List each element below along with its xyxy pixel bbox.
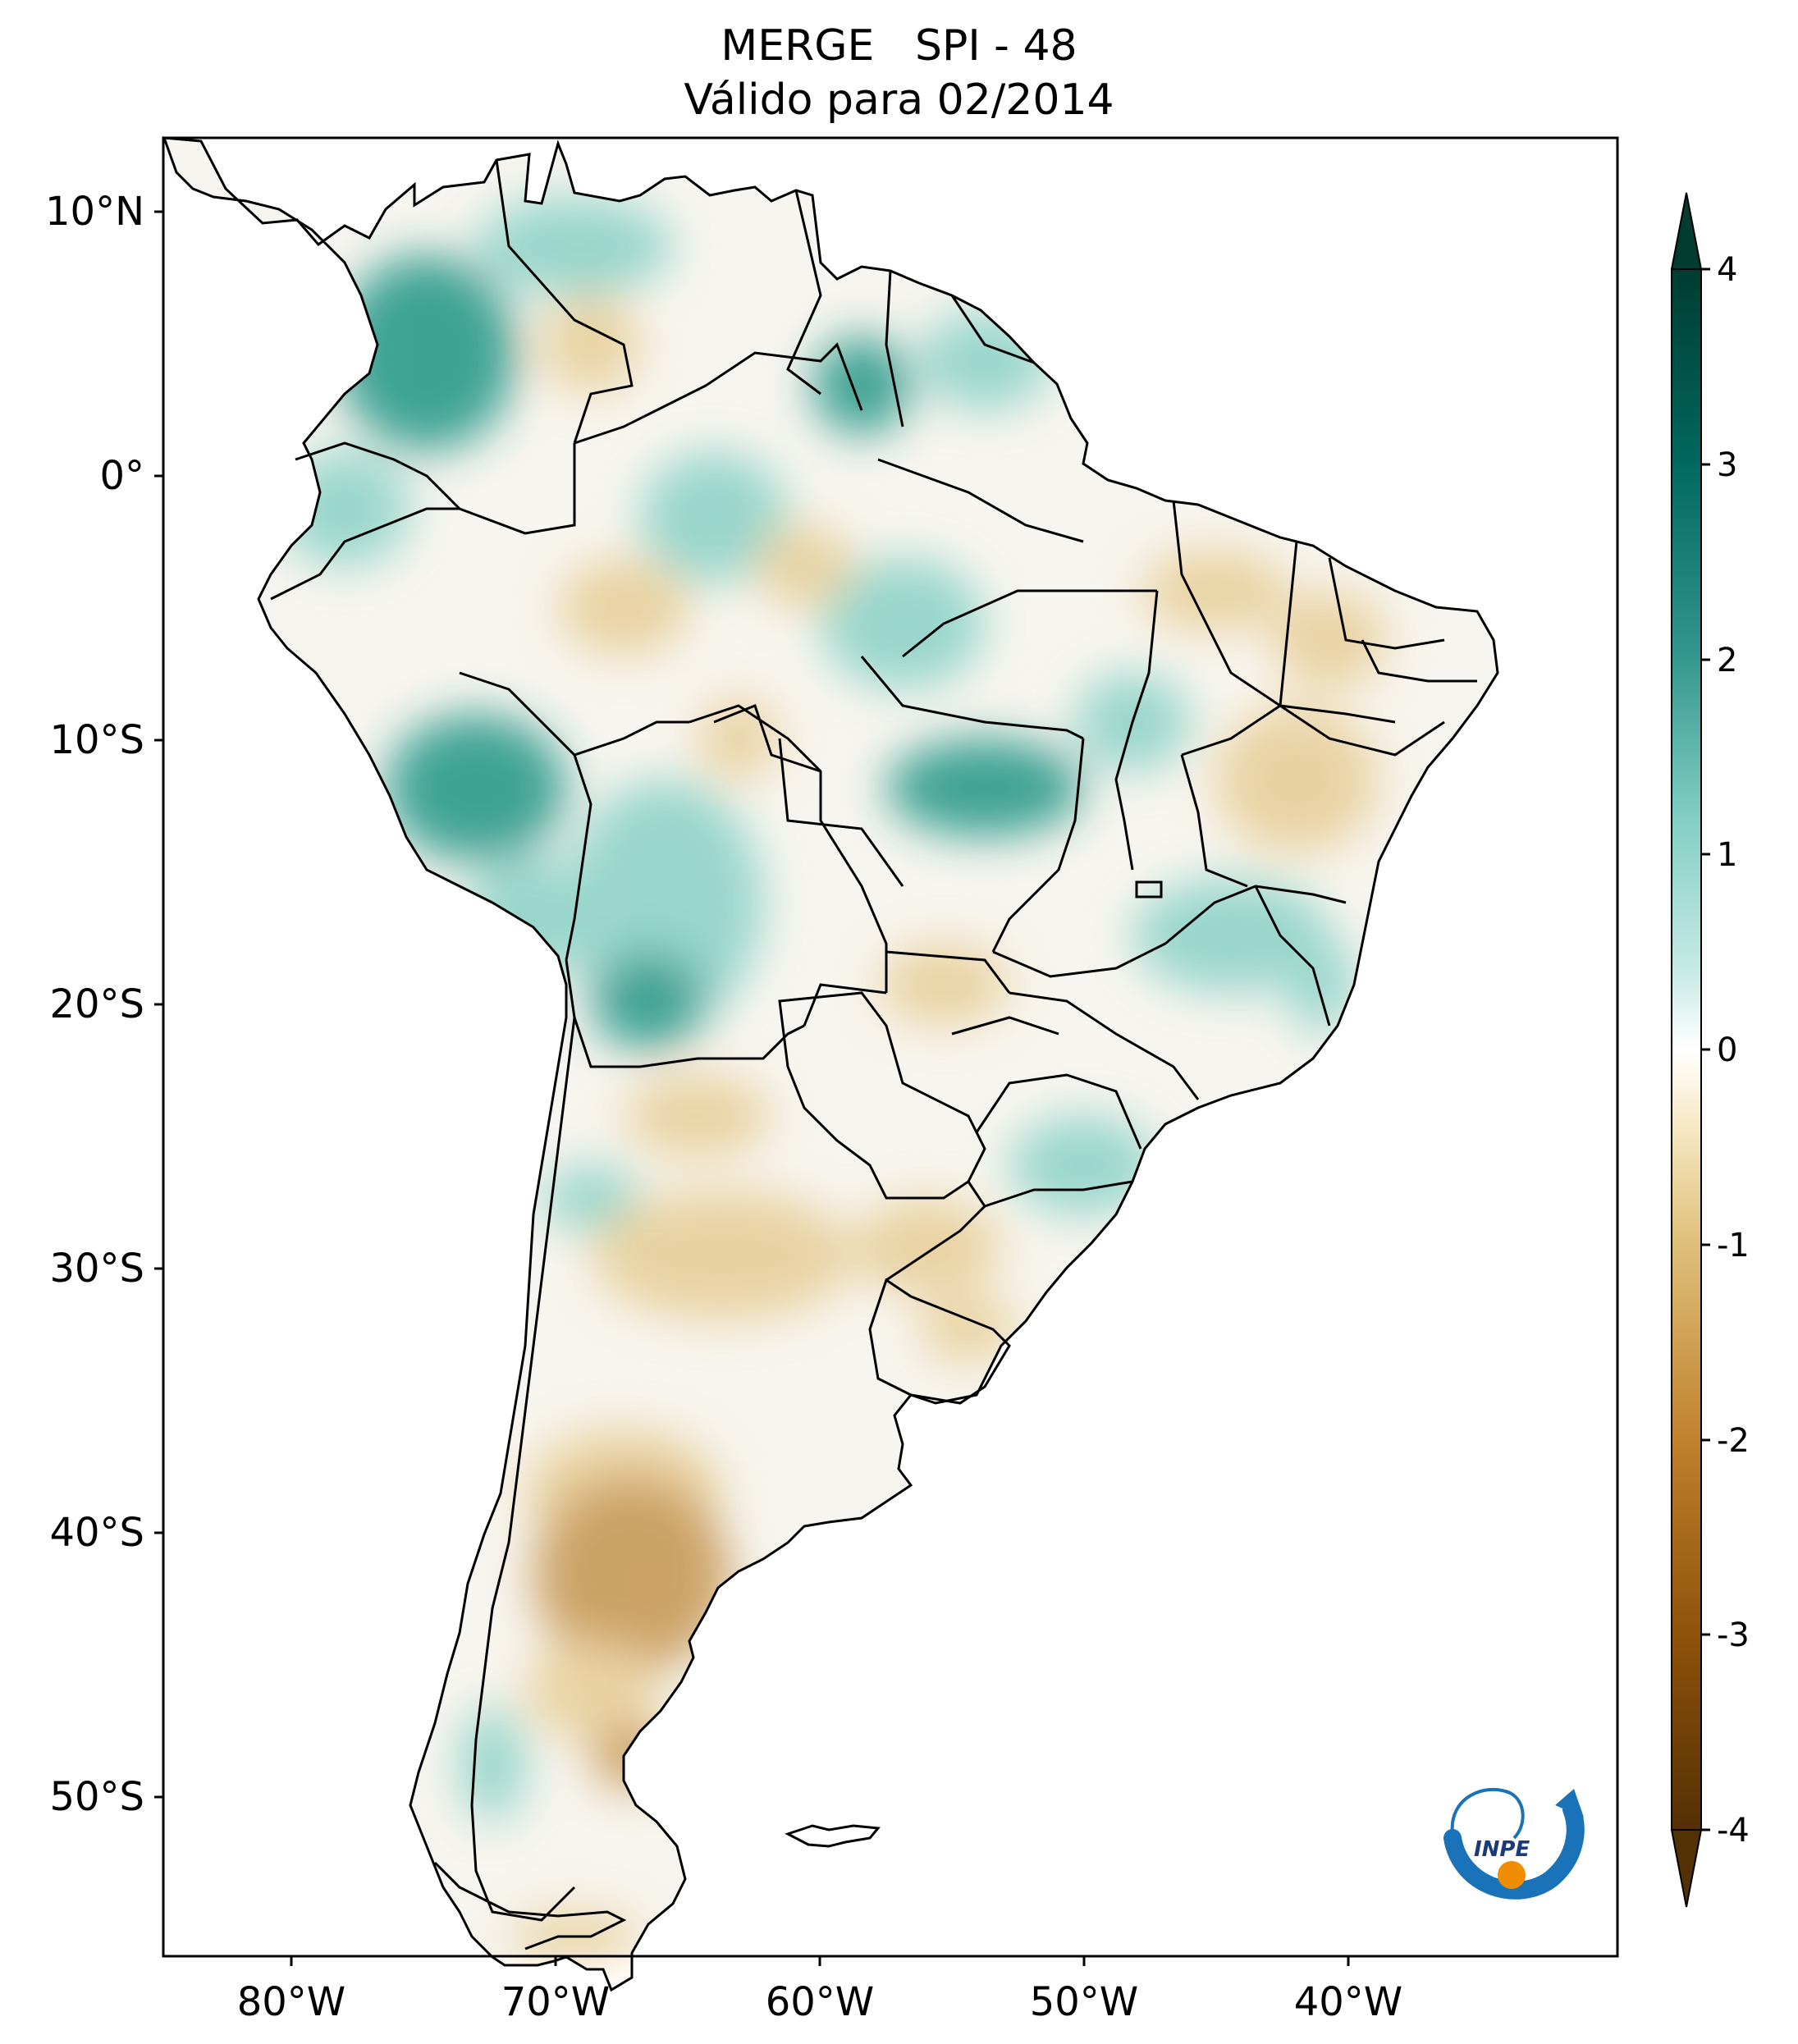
inpe-logo: INPE xyxy=(1443,1788,1585,1900)
border-bolivia-brazil xyxy=(689,704,888,993)
border-brazil-states-13 xyxy=(1009,991,1200,1100)
colorbar-label-4: 4 xyxy=(1717,251,1737,289)
border-brazil-states-16 xyxy=(951,1016,1059,1036)
border-guiana xyxy=(950,295,1035,364)
colorbar-bar xyxy=(1671,268,1702,1831)
border-bolivia-paraguay xyxy=(803,983,887,1027)
border-colombia-peru-brazil xyxy=(459,443,576,535)
lat-label-20s: 20°S xyxy=(49,981,144,1027)
colorbar-label-1: 1 xyxy=(1717,836,1737,874)
lat-label-30s: 30°S xyxy=(49,1246,144,1292)
colorbar-max-extension xyxy=(1670,192,1703,270)
colorbar-label-neg1: -1 xyxy=(1717,1227,1750,1264)
map-title-line1: MERGE SPI - 48 xyxy=(721,21,1077,71)
border-brazil-states-18 xyxy=(778,738,904,887)
border-brazil-states-20 xyxy=(877,458,1084,543)
lat-label-40s: 40°S xyxy=(49,1510,144,1556)
border-tierra-del-fuego xyxy=(433,1861,627,1950)
lon-label-70w: 70°W xyxy=(501,1979,611,2025)
border-brazil-states-1 xyxy=(860,656,1084,740)
colorbar-label-neg2: -2 xyxy=(1717,1422,1750,1460)
border-ecuador-colombia xyxy=(295,441,461,510)
border-chile-argentina xyxy=(470,1017,576,1922)
border-colombia-venezuela xyxy=(495,159,634,444)
border-brazil-states-10 xyxy=(1181,704,1281,757)
border-brazil-states-4 xyxy=(1114,590,1159,871)
map-axes-frame xyxy=(162,136,1619,1958)
border-brazil-states-6 xyxy=(1279,541,1298,706)
lon-label-60w: 60°W xyxy=(766,1979,875,2025)
lat-label-0: 0° xyxy=(99,453,144,499)
border-bolivia-argentina xyxy=(639,1024,805,1068)
border-brazil-states-9 xyxy=(1279,704,1445,757)
colorbar: 4 3 2 1 0 -1 -2 -3 -4 xyxy=(1670,192,1750,1908)
lon-label-40w: 40°W xyxy=(1294,1979,1403,2025)
colorbar-label-2: 2 xyxy=(1717,642,1737,679)
border-venezuela-brazil xyxy=(574,342,863,445)
federal-district xyxy=(1135,880,1163,899)
border-argentina-brazil xyxy=(885,1181,986,1282)
lat-label-10s: 10°S xyxy=(49,717,144,763)
border-ecuador-peru xyxy=(270,507,460,601)
longitude-axis: 80°W 70°W 60°W 50°W 40°W xyxy=(237,1956,1403,2025)
colorbar-label-3: 3 xyxy=(1717,446,1737,484)
border-brazil-states-5 xyxy=(1172,500,1396,724)
colorbar-label-neg3: -3 xyxy=(1717,1616,1750,1654)
logo-text: INPE xyxy=(1474,1837,1530,1862)
border-suriname xyxy=(885,270,904,428)
border-brazil-states-19 xyxy=(713,704,821,773)
border-peru-bolivia xyxy=(565,754,592,961)
border-brazil-states-15 xyxy=(984,1180,1133,1208)
colorbar-label-0: 0 xyxy=(1717,1031,1737,1069)
border-brazil-states-14 xyxy=(975,1073,1142,1150)
logo-swoosh-icon xyxy=(1443,1800,1585,1900)
lon-label-50w: 50°W xyxy=(1030,1979,1139,2025)
colorbar-min-extension xyxy=(1670,1829,1703,1908)
colorbar-label-neg4: -4 xyxy=(1717,1812,1750,1850)
border-brazil-states-21 xyxy=(902,589,1157,658)
border-paraguay xyxy=(778,991,986,1200)
lat-label-50s: 50°S xyxy=(49,1774,144,1820)
political-borders xyxy=(162,136,1499,1992)
border-bolivia-chile xyxy=(565,959,640,1068)
continent-outline xyxy=(162,136,1499,1992)
falklands xyxy=(785,1824,881,1848)
map-title-line2: Válido para 02/2014 xyxy=(684,75,1114,125)
lon-label-80w: 80°W xyxy=(237,1979,346,2025)
lat-label-10n: 10°N xyxy=(45,189,144,235)
border-brazil-states-12 xyxy=(1254,885,1331,1027)
border-brazil-states-2 xyxy=(991,738,1085,953)
border-guyana xyxy=(786,190,822,396)
border-brazil-states-11 xyxy=(1180,754,1248,888)
border-brazil-states-7 xyxy=(1328,557,1445,650)
border-brazil-states-3 xyxy=(992,885,1347,978)
border-brazil-states-8 xyxy=(1361,639,1477,683)
border-uruguay xyxy=(868,1278,1011,1405)
logo-orbit-icon xyxy=(1450,1788,1525,1840)
latitude-axis: 10°N 0° 10°S 20°S 30°S 40°S 50°S xyxy=(45,189,163,1820)
logo-arrow-icon xyxy=(1555,1789,1584,1818)
logo-sun-icon xyxy=(1498,1861,1526,1889)
border-brazil-states-17 xyxy=(885,950,1011,994)
